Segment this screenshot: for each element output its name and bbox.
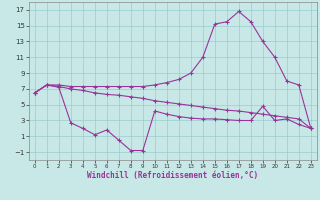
X-axis label: Windchill (Refroidissement éolien,°C): Windchill (Refroidissement éolien,°C) — [87, 171, 258, 180]
